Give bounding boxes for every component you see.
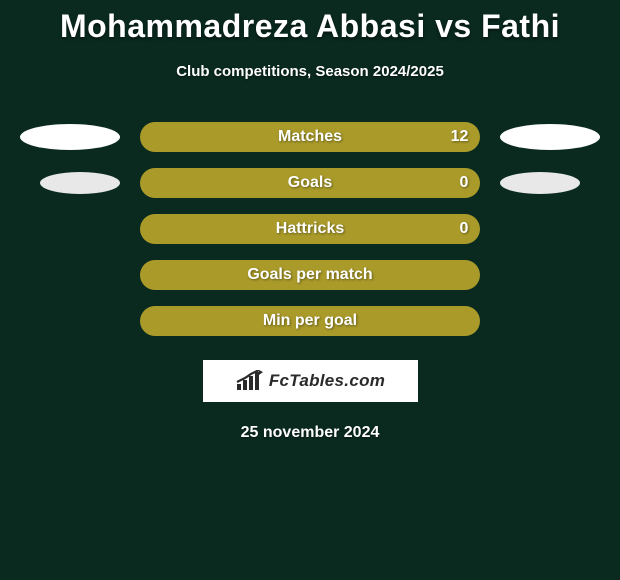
stat-value-right: 12 [451,122,469,152]
stat-label: Hattricks [140,214,481,244]
right-ellipse-slot [500,172,620,194]
stat-label: Goals per match [140,260,481,290]
stat-row: Hattricks0 [0,214,620,244]
stat-bar: Goals per match [140,260,481,290]
stat-bar: Min per goal [140,306,481,336]
stat-label: Min per goal [140,306,481,336]
left-ellipse [40,172,120,194]
logo: FcTables.com [235,370,385,392]
stat-row: Matches12 [0,122,620,152]
stat-bar: Hattricks0 [140,214,481,244]
right-ellipse [500,172,580,194]
stat-bar: Matches12 [140,122,481,152]
stat-label: Matches [140,122,481,152]
stat-bar: Goals0 [140,168,481,198]
left-ellipse-slot [0,124,120,150]
logo-text: FcTables.com [269,371,385,391]
stat-row: Min per goal [0,306,620,336]
stat-row: Goals per match [0,260,620,290]
logo-box: FcTables.com [203,360,418,402]
right-ellipse [500,124,600,150]
footer-date: 25 november 2024 [0,424,620,442]
stat-value-right: 0 [460,214,469,244]
page-title: Mohammadreza Abbasi vs Fathi [0,8,620,45]
right-ellipse-slot [500,124,620,150]
page-subtitle: Club competitions, Season 2024/2025 [0,63,620,80]
stat-row: Goals0 [0,168,620,198]
left-ellipse-slot [0,172,120,194]
stats-rows: Matches12Goals0Hattricks0Goals per match… [0,122,620,336]
stat-label: Goals [140,168,481,198]
stat-value-right: 0 [460,168,469,198]
infographic-container: Mohammadreza Abbasi vs Fathi Club compet… [0,0,620,442]
fctables-icon [235,370,265,392]
left-ellipse [20,124,120,150]
